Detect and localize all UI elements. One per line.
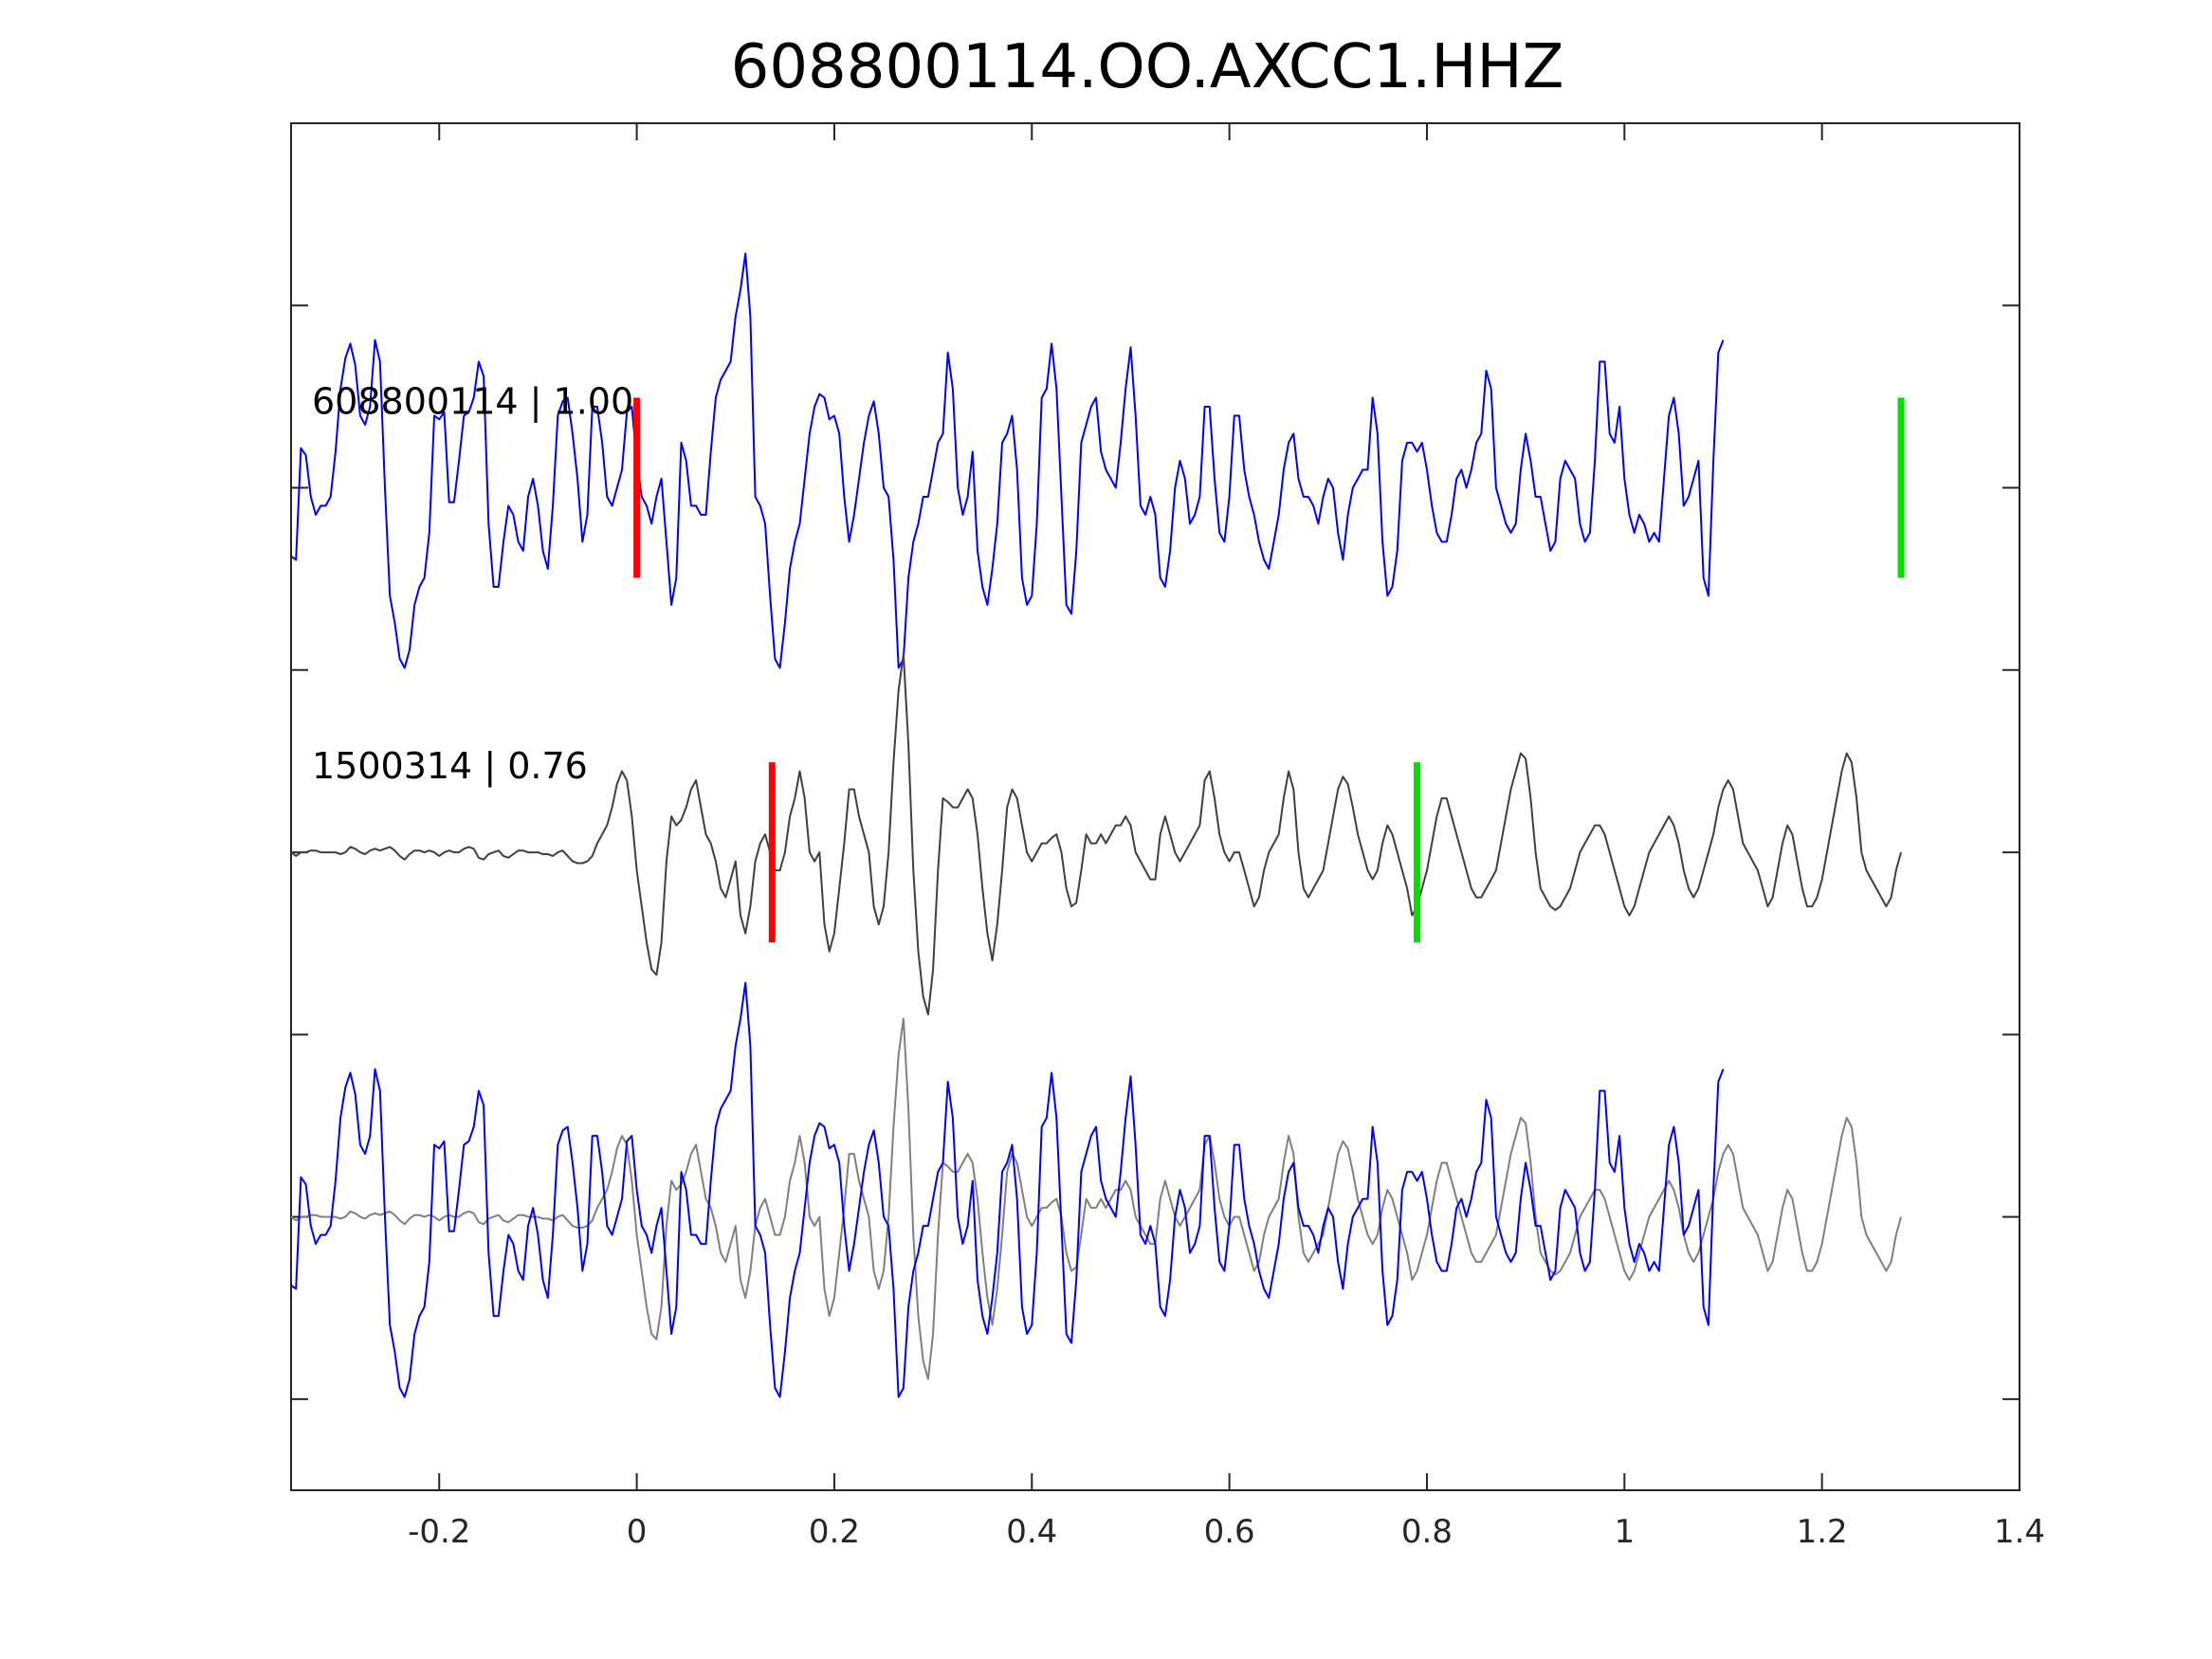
trace-2-label: 1500314 | 0.76 <box>312 745 588 788</box>
x-tick-label: 1 <box>1614 1513 1635 1551</box>
chart-title: 608800114.OO.AXCC1.HHZ <box>731 32 1564 102</box>
x-tick-label: 0.6 <box>1204 1513 1255 1551</box>
trace-1-line <box>290 252 1725 669</box>
x-tick-label: 0.8 <box>1401 1513 1453 1551</box>
overlay-trace-2-line <box>290 1017 1902 1380</box>
trace-1-label: 608800114 | 1.00 <box>312 381 633 424</box>
overlay-trace-1-line <box>290 981 1725 1398</box>
x-tick-label: -0.2 <box>408 1513 470 1551</box>
plot-area: -0.2 0 0.2 0.4 0.6 0.8 1 1.2 1.4 608800114 | 1.00… <box>290 122 2045 1551</box>
x-tick-label: 1.4 <box>1994 1513 2045 1551</box>
x-tick-label: 1.2 <box>1797 1513 1848 1551</box>
x-tick-label: 0.2 <box>809 1513 860 1551</box>
axes-box <box>290 122 2020 1491</box>
trace-2-line <box>290 653 1902 1016</box>
x-tick-label: 0.4 <box>1006 1513 1057 1551</box>
x-tick-label: 0 <box>627 1513 648 1551</box>
